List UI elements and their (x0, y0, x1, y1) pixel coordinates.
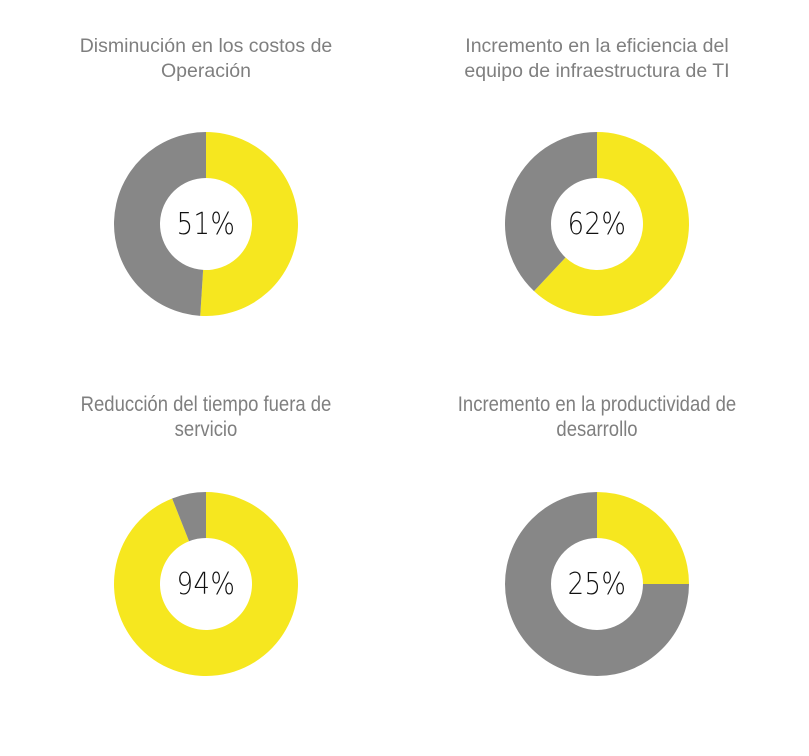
donut-slice-remainder (113, 132, 206, 316)
donut-slice-remainder (505, 132, 597, 292)
center-percentage-label: 51% (176, 206, 236, 242)
chart-title-line-2: servicio (174, 418, 238, 441)
center-percentage-label: 62% (567, 206, 627, 242)
donut-slice-value (597, 492, 689, 584)
donut-chart: 62% (505, 132, 689, 316)
center-percentage-label: 94% (176, 566, 236, 602)
chart-title: Reducción del tiempo fuera de servicio (34, 392, 377, 442)
chart-title-line-1: Incremento en la eficiencia del (465, 35, 729, 57)
donut-slice-value (534, 132, 689, 316)
chart-title-line-2: desarrollo (556, 418, 638, 441)
donut-chart: 25% (505, 492, 689, 676)
chart-title-line-2: equipo de infraestructura de TI (464, 60, 730, 82)
donut-chart: 51% (113, 132, 298, 316)
chart-title: Incremento en la productividad de desarr… (425, 392, 768, 442)
chart-title-line-2: Operación (161, 60, 251, 82)
donut-graphic (505, 492, 689, 676)
donut-graphic (505, 132, 689, 316)
donut-slice-remainder (505, 492, 689, 676)
chart-title-line-1: Incremento en la productividad de (457, 393, 737, 416)
donut-graphic (113, 132, 298, 316)
donut-slice-value (113, 492, 298, 676)
center-percentage-label: 25% (567, 566, 627, 602)
donut-chart: 94% (113, 492, 298, 676)
donut-slice-value (200, 132, 298, 316)
chart-title: Disminución en los costos de Operación (11, 34, 401, 84)
chart-title: Incremento en la eficiencia del equipo d… (402, 34, 792, 84)
donut-graphic (113, 492, 298, 676)
donut-slice-remainder (172, 492, 206, 542)
chart-title-line-1: Disminución en los costos de (79, 35, 333, 57)
chart-title-line-1: Reducción del tiempo fuera de (80, 393, 332, 416)
